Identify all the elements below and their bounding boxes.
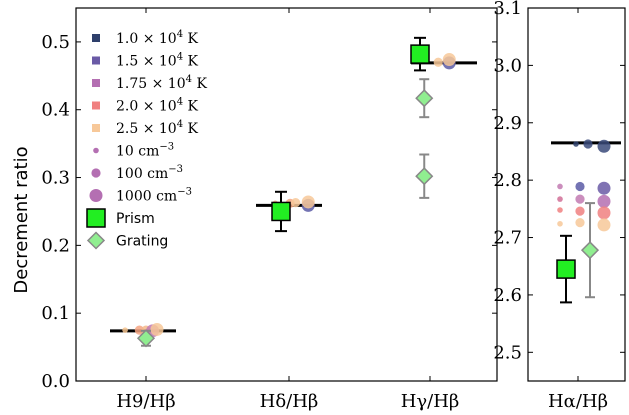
legend-marker bbox=[92, 124, 100, 132]
right-panel: 2.5 2.6 2.7 2.8 2.9 3.0 3.1 Hα/Hβ bbox=[493, 0, 626, 412]
model-point bbox=[597, 194, 611, 208]
model-point bbox=[597, 218, 611, 232]
y-tick-label: 0.5 bbox=[41, 32, 70, 53]
grating-point bbox=[415, 89, 434, 108]
prism-point bbox=[271, 201, 291, 222]
model-point bbox=[575, 218, 585, 228]
legend-label: 2.0 × 104 K bbox=[116, 97, 199, 115]
model-point bbox=[442, 53, 456, 67]
x-category-label: Hα/Hβ bbox=[548, 391, 608, 412]
y-tick-label: 2.7 bbox=[493, 228, 522, 249]
y-tick-label: 3.0 bbox=[493, 55, 522, 76]
y-tick-label: 0.1 bbox=[41, 303, 70, 324]
x-category-label: Hδ/Hβ bbox=[260, 391, 319, 412]
legend-marker bbox=[92, 101, 100, 110]
legend-marker bbox=[89, 189, 103, 202]
y-tick-label: 3.1 bbox=[493, 0, 522, 19]
y-tick-label: 2.9 bbox=[493, 113, 522, 134]
model-point bbox=[557, 183, 563, 190]
model-point bbox=[557, 220, 563, 227]
y-tick-label: 0.3 bbox=[41, 168, 70, 189]
model-point bbox=[557, 207, 563, 213]
model-point bbox=[575, 181, 585, 192]
legend-label: Grating bbox=[116, 234, 168, 250]
legend-label: 1.0 × 104 K bbox=[116, 29, 199, 47]
model-point bbox=[597, 206, 611, 220]
y-tick-label: 0.2 bbox=[41, 235, 70, 256]
y-tick-label: 0.4 bbox=[41, 100, 70, 121]
left-panel: 0.0 0.1 0.2 0.3 0.4 0.5 H9/Hβ Hδ/Hβ Hγ/Hβ bbox=[41, 7, 498, 412]
model-point bbox=[301, 195, 315, 209]
model-point bbox=[575, 194, 585, 204]
model-point bbox=[122, 327, 128, 333]
grating-point bbox=[136, 329, 156, 348]
legend-label: Prism bbox=[116, 211, 155, 227]
grating-point bbox=[415, 167, 434, 186]
legend-label: 1.75 × 104 K bbox=[116, 74, 207, 92]
y-tick-label: 2.5 bbox=[493, 342, 522, 363]
x-category-label: H9/Hβ bbox=[116, 391, 175, 412]
model-point bbox=[597, 139, 611, 153]
legend-marker bbox=[92, 56, 100, 65]
plot-frame bbox=[527, 7, 626, 382]
legend-label: 10 cm−3 bbox=[116, 142, 174, 160]
model-point bbox=[573, 141, 579, 147]
legend-marker bbox=[92, 34, 100, 42]
prism-point bbox=[410, 44, 430, 64]
model-point bbox=[433, 57, 443, 67]
legend-label: 100 cm−3 bbox=[116, 164, 183, 182]
model-point bbox=[134, 325, 144, 335]
model-point bbox=[575, 206, 585, 216]
legend-marker bbox=[86, 231, 106, 250]
model-point bbox=[583, 139, 593, 149]
plot-frame bbox=[75, 7, 498, 382]
model-point bbox=[150, 322, 164, 336]
y-tick-label: 2.6 bbox=[493, 285, 522, 306]
y-tick-label: 2.8 bbox=[493, 170, 522, 191]
legend-marker bbox=[93, 147, 99, 154]
legend-marker bbox=[92, 79, 100, 87]
y-tick-label: 0.0 bbox=[41, 371, 70, 392]
legend-label: 1.5 × 104 K bbox=[116, 52, 199, 70]
grating-point bbox=[580, 241, 600, 260]
model-point bbox=[291, 198, 301, 208]
x-category-label: Hγ/Hβ bbox=[401, 391, 460, 412]
model-point bbox=[597, 181, 611, 195]
prism-point bbox=[556, 259, 576, 279]
legend-marker bbox=[86, 208, 106, 228]
legend-label: 1000 cm−3 bbox=[116, 187, 192, 205]
legend-marker bbox=[91, 168, 101, 178]
model-point bbox=[557, 196, 563, 202]
y-axis-title: Decrement ratio bbox=[11, 146, 32, 293]
legend: 1.0 × 104 K 1.5 × 104 K 1.75 × 104 K 2.0 × … bbox=[86, 29, 207, 250]
legend-label: 2.5 × 104 K bbox=[116, 119, 199, 137]
